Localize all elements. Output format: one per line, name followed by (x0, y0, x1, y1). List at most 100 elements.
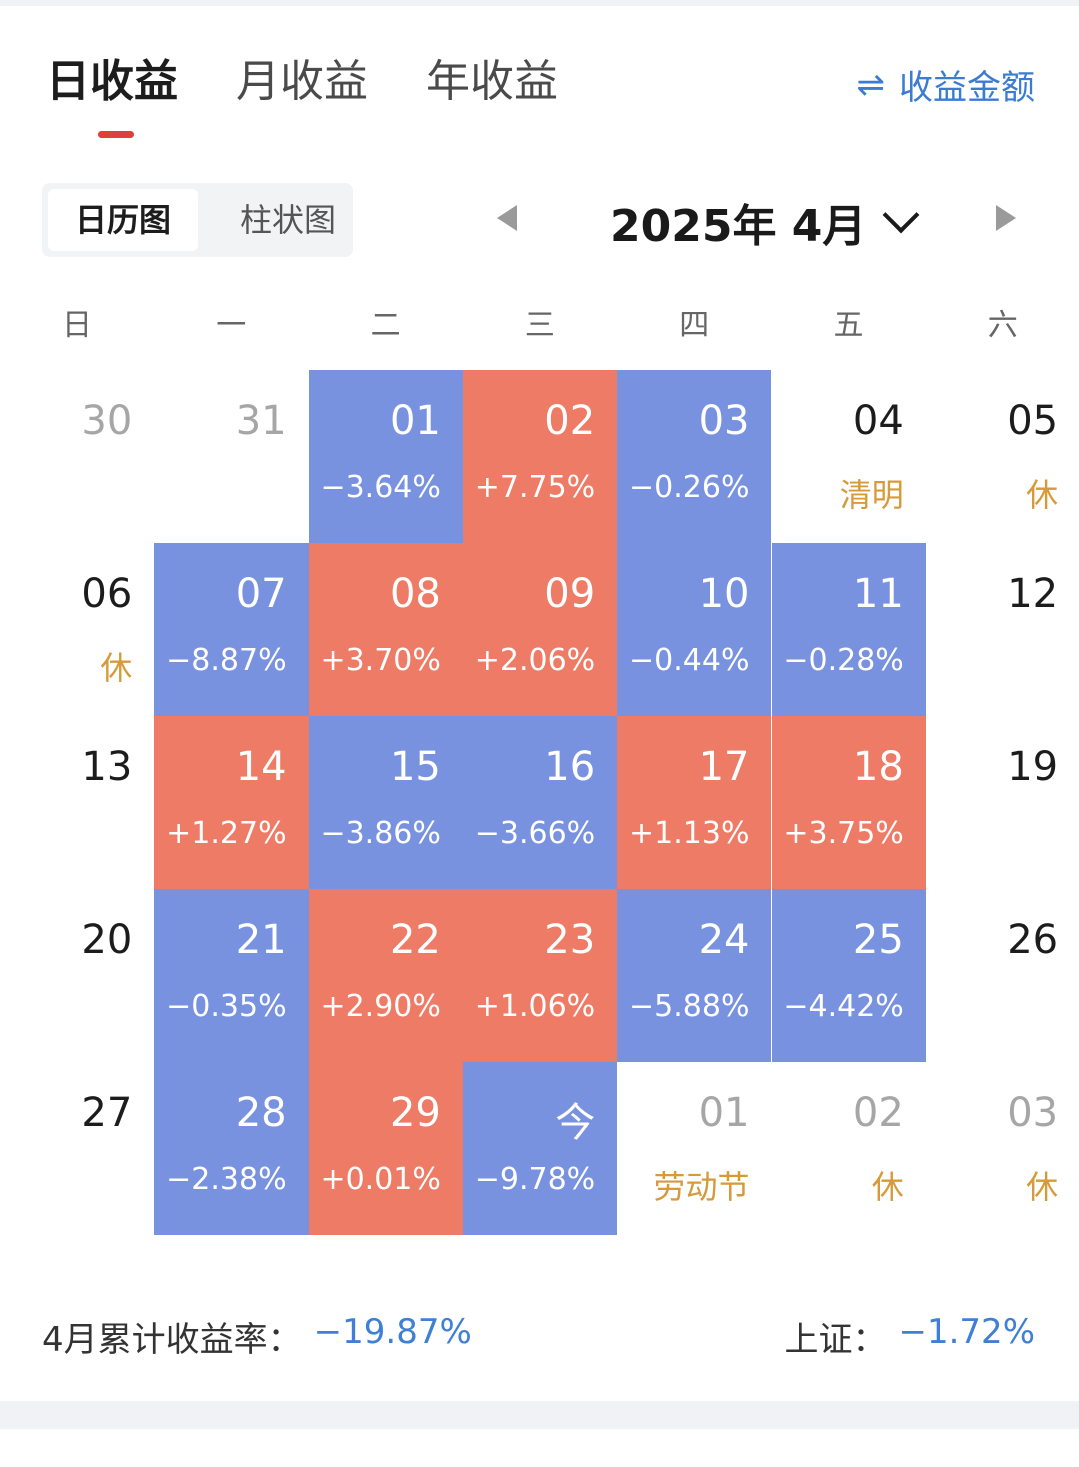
calendar-day-cell[interactable]: 15 −3.86% (308, 716, 463, 889)
calendar-day-cell[interactable]: 22 +2.90% (308, 889, 463, 1062)
calendar-day-cell[interactable]: 24 −5.88% (617, 889, 772, 1062)
day-number: 28 (235, 1090, 287, 1136)
calendar-day-cell[interactable]: 31 (154, 370, 308, 543)
month-selector[interactable]: 2025年 4月 (610, 190, 920, 254)
holiday-label: 休 (871, 1168, 904, 1206)
calendar-day-cell[interactable]: 13 (0, 716, 154, 889)
weekday-label: 二 (370, 308, 401, 343)
view-switch: 日历图 柱状图 (42, 183, 353, 257)
day-number: 15 (389, 744, 441, 790)
calendar-day-cell[interactable]: 26 (926, 889, 1079, 1062)
day-number: 27 (81, 1090, 133, 1136)
day-number: 03 (698, 398, 750, 444)
period-tabs: 日收益 月收益 年收益 (46, 52, 616, 122)
calendar-day-cell[interactable]: 21 −0.35% (154, 889, 309, 1062)
prev-month-icon[interactable] (497, 205, 517, 231)
day-number: 今 (555, 1100, 596, 1146)
calendar-day-cell[interactable]: 12 (926, 543, 1079, 716)
calendar-day-cell[interactable]: 17 +1.13% (617, 716, 772, 889)
calendar-day-cell[interactable]: 30 (0, 370, 154, 543)
toggle-amount-label: 收益金额 (899, 68, 1035, 108)
calendar-day-cell[interactable]: 10 −0.44% (617, 543, 772, 716)
next-month-icon[interactable] (996, 205, 1016, 231)
calendar-day-cell[interactable]: 29 +0.01% (308, 1062, 463, 1235)
holiday-label: 清明 (839, 476, 904, 514)
calendar-day-cell[interactable]: 08 +3.70% (308, 543, 463, 716)
day-number: 05 (1007, 398, 1059, 444)
day-number: 03 (1007, 1090, 1059, 1136)
calendar-day-cell[interactable]: 23 +1.06% (462, 889, 618, 1062)
calendar-day-cell[interactable]: 01 劳动节 (617, 1062, 771, 1235)
calendar-day-cell[interactable]: 20 (0, 889, 154, 1062)
day-number: 20 (81, 917, 133, 963)
daily-return: +1.13% (629, 816, 750, 851)
daily-return: +1.06% (474, 989, 596, 1024)
day-number: 01 (698, 1090, 750, 1136)
daily-return: +3.75% (783, 816, 904, 851)
bar-view-button[interactable]: 柱状图 (240, 201, 337, 239)
calendar-day-cell[interactable]: 14 +1.27% (154, 716, 309, 889)
tab-yearly[interactable]: 年收益 (426, 56, 558, 107)
top-separator (0, 0, 1079, 6)
daily-return: +2.90% (320, 989, 441, 1024)
daily-return: −3.66% (474, 816, 596, 851)
calendar-day-cell[interactable]: 今 −9.78% (462, 1062, 618, 1235)
daily-return: −8.87% (166, 643, 287, 678)
calendar-day-cell[interactable]: 02 休 (772, 1062, 926, 1235)
cumulative-return: 4月累计收益率： −19.87% (42, 1312, 472, 1361)
calendar-day-cell[interactable]: 04 清明 (772, 370, 926, 543)
daily-return: −3.64% (320, 470, 441, 505)
tab-daily[interactable]: 日收益 (46, 56, 178, 107)
day-number: 24 (698, 917, 750, 963)
day-number: 04 (852, 398, 904, 444)
day-number: 02 (852, 1090, 904, 1136)
calendar-view-button[interactable]: 日历图 (48, 189, 198, 251)
day-number: 01 (389, 398, 441, 444)
calendar-day-cell[interactable]: 18 +3.75% (771, 716, 926, 889)
daily-return: +0.01% (320, 1162, 441, 1197)
day-number: 23 (544, 917, 596, 963)
day-number: 16 (544, 744, 596, 790)
day-number: 26 (1007, 917, 1059, 963)
day-number: 22 (389, 917, 441, 963)
calendar-day-cell[interactable]: 27 (0, 1062, 154, 1235)
calendar-day-cell[interactable]: 25 −4.42% (771, 889, 926, 1062)
day-number: 09 (544, 571, 596, 617)
daily-return: −0.28% (783, 643, 904, 678)
calendar-day-cell[interactable]: 01 −3.64% (308, 370, 463, 543)
day-number: 21 (235, 917, 287, 963)
calendar-day-cell[interactable]: 19 (926, 716, 1079, 889)
calendar-day-cell[interactable]: 11 −0.28% (771, 543, 926, 716)
day-number: 14 (235, 744, 287, 790)
day-number: 02 (544, 398, 596, 444)
day-number: 31 (235, 398, 287, 444)
index-label: 上证： (784, 1320, 887, 1360)
index-return: 上证： −1.72% (785, 1312, 1036, 1361)
calendar-day-cell[interactable]: 16 −3.66% (462, 716, 618, 889)
day-number: 11 (852, 571, 904, 617)
day-number: 30 (81, 398, 133, 444)
swap-icon: ⇌ (856, 64, 886, 105)
cumulative-value: −19.87% (313, 1312, 472, 1352)
day-number: 12 (1007, 571, 1059, 617)
calendar-day-cell[interactable]: 09 +2.06% (462, 543, 618, 716)
calendar-day-cell[interactable]: 03 休 (926, 1062, 1079, 1235)
calendar-day-cell[interactable]: 05 休 (926, 370, 1079, 543)
calendar-day-cell[interactable]: 06 休 (0, 543, 154, 716)
weekday-label: 四 (679, 308, 710, 343)
calendar-day-cell[interactable]: 28 −2.38% (154, 1062, 309, 1235)
holiday-label: 休 (1026, 1168, 1059, 1206)
calendar-day-cell[interactable]: 02 +7.75% (462, 370, 618, 543)
day-number: 13 (81, 744, 133, 790)
daily-return: −2.38% (166, 1162, 287, 1197)
calendar-day-cell[interactable]: 07 −8.87% (154, 543, 309, 716)
day-number: 17 (698, 744, 750, 790)
weekday-label: 一 (216, 308, 247, 343)
bottom-separator (0, 1401, 1079, 1429)
tab-monthly[interactable]: 月收益 (236, 56, 368, 107)
daily-return: +3.70% (320, 643, 441, 678)
day-number: 06 (81, 571, 133, 617)
calendar-day-cell[interactable]: 03 −0.26% (617, 370, 772, 543)
toggle-amount-button[interactable]: ⇌ 收益金额 (857, 60, 1036, 109)
daily-return: −5.88% (629, 989, 750, 1024)
